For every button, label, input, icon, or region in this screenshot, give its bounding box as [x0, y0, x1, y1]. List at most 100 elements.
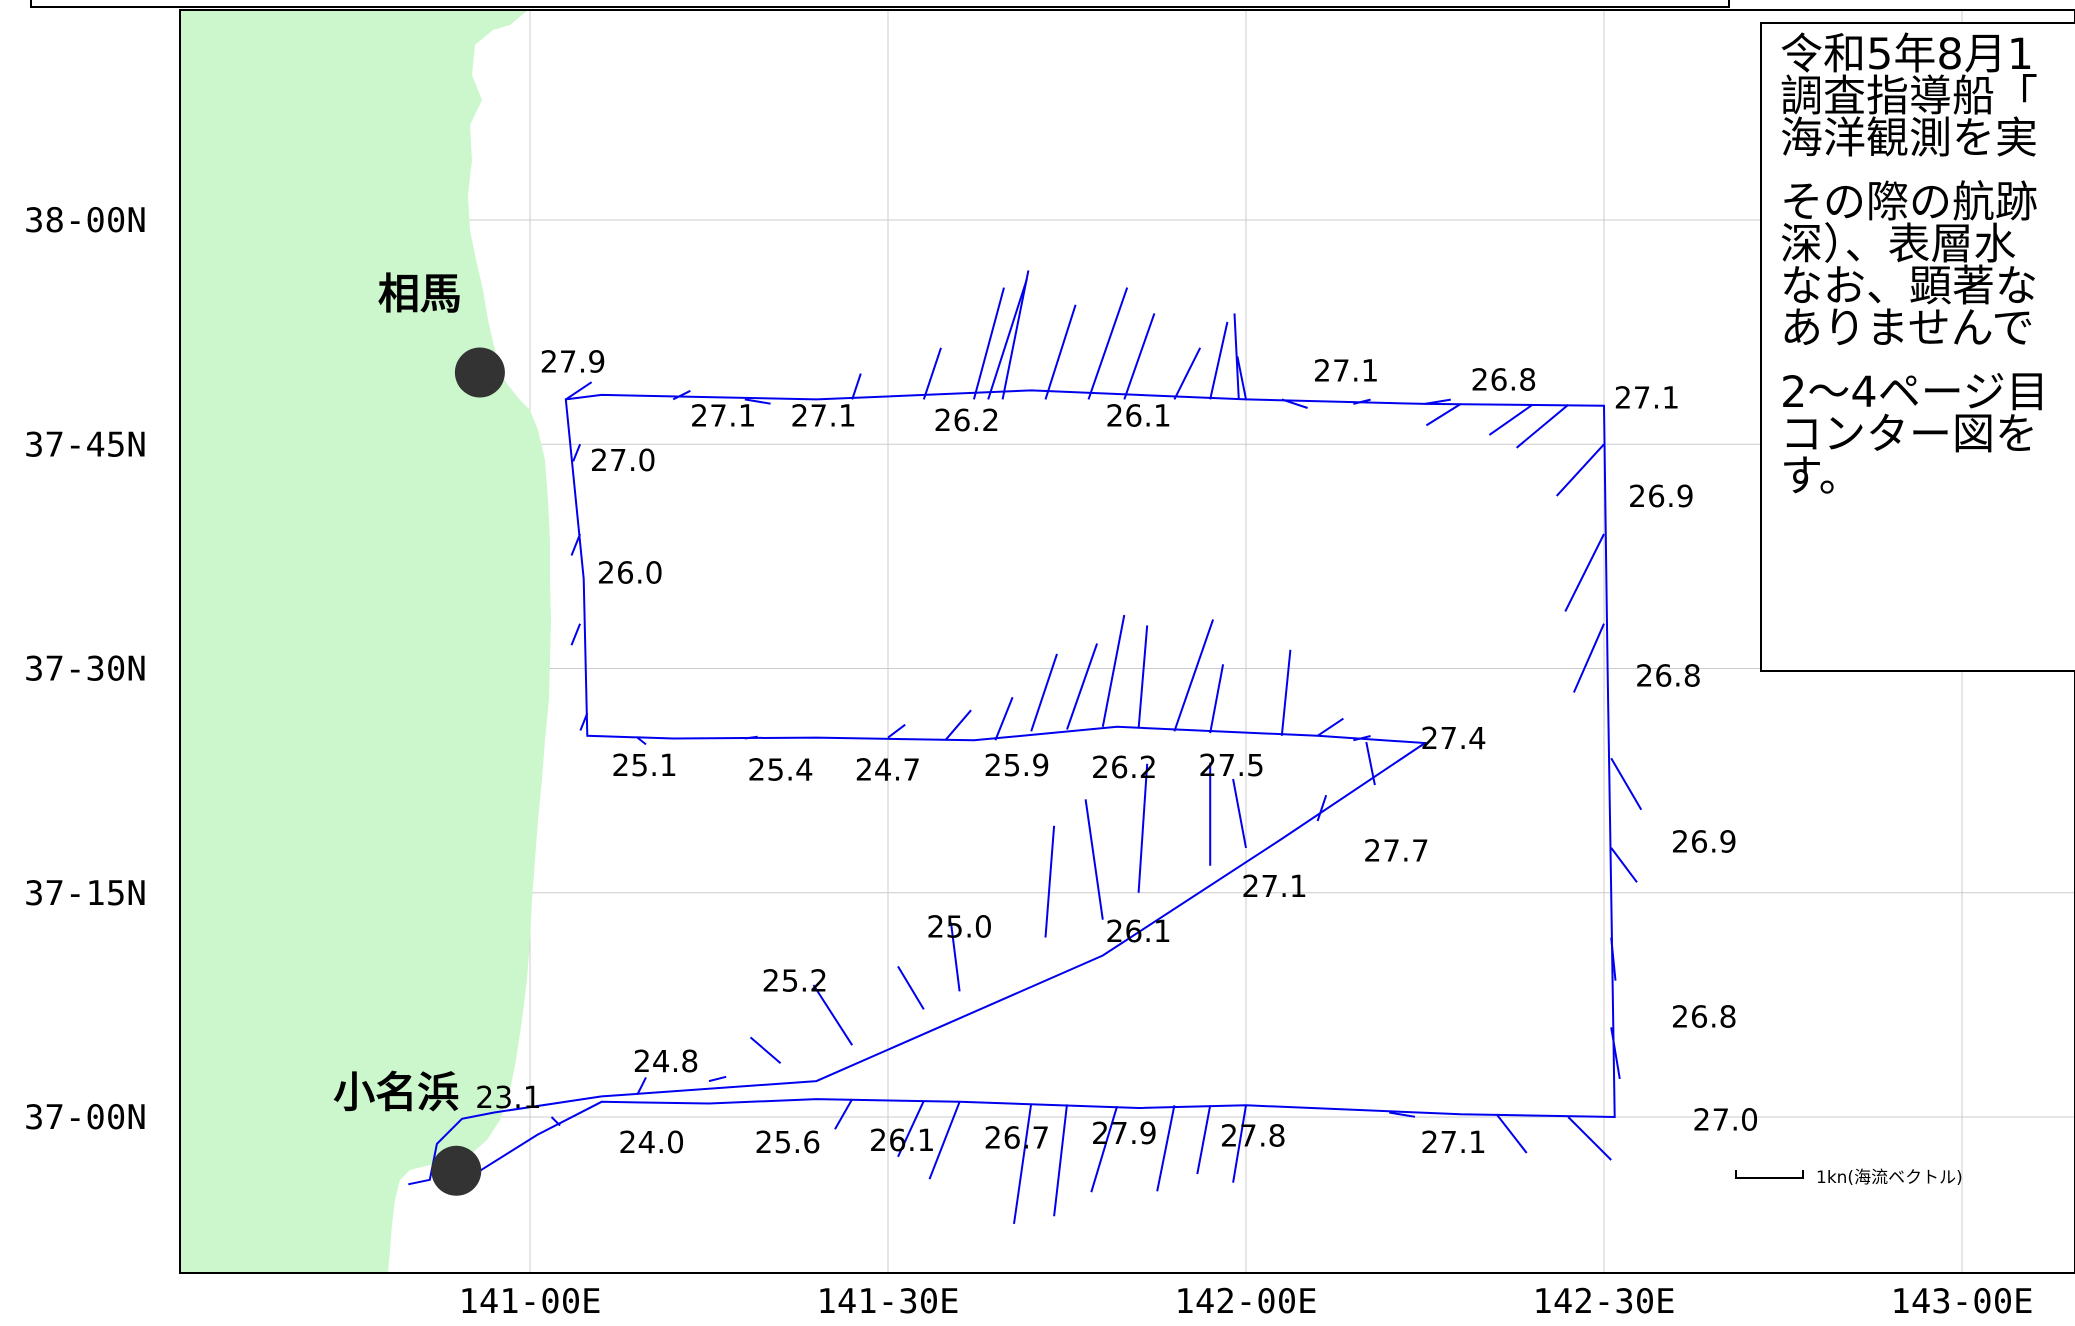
current-vector: [636, 736, 647, 746]
current-vector: [1090, 1105, 1119, 1193]
temperature-label: 26.0: [597, 556, 664, 591]
lat-tick-label: 37-45N: [24, 425, 147, 465]
temperature-label: 25.6: [754, 1126, 821, 1161]
current-vector: [1232, 778, 1247, 849]
current-vector: [1425, 403, 1462, 427]
map-frame: [179, 9, 2075, 1274]
lat-tick-label: 37-15N: [24, 874, 147, 914]
temperature-label: 24.8: [633, 1045, 700, 1080]
current-vector: [1173, 619, 1215, 732]
current-vector-layer: [550, 270, 1643, 1225]
scale-bar: 1kn(海流ベクトル): [1735, 1168, 1963, 1188]
current-vector: [1564, 533, 1605, 612]
current-vector: [1515, 404, 1569, 449]
current-vector: [1030, 653, 1058, 732]
ship-track: [408, 389, 1616, 1186]
note-line: 令和5年8月1: [1780, 30, 2035, 80]
temperature-label: 25.0: [926, 911, 993, 946]
current-vector: [922, 347, 942, 400]
current-vector: [944, 709, 972, 741]
temperature-label: 26.8: [1635, 659, 1702, 694]
temperature-label: 27.9: [540, 346, 607, 381]
lon-tick-label: 143-00E: [1890, 1282, 2033, 1322]
current-vector: [749, 1036, 782, 1064]
current-vector: [834, 1098, 854, 1130]
current-vector: [565, 381, 593, 401]
temperature-label: 25.2: [762, 964, 829, 999]
current-vector: [1156, 1105, 1176, 1192]
current-vector: [1317, 717, 1344, 737]
note-box: 令和5年8月1 調査指導船「 海洋観測を実 その際の航跡 深）、表層水 なお、顕著な ありま…: [1760, 22, 2075, 672]
note-line: 海洋観測を実: [1780, 114, 2038, 164]
temperature-label: 26.8: [1470, 363, 1537, 398]
station-marker: [431, 1145, 482, 1196]
current-vector: [1281, 398, 1308, 409]
temperature-label: 24.7: [855, 754, 922, 789]
temperature-label: 24.0: [618, 1126, 685, 1161]
current-vector: [744, 398, 771, 405]
current-vector: [1610, 757, 1643, 811]
current-vector: [851, 373, 862, 400]
current-vector: [1567, 1116, 1612, 1161]
current-vector: [570, 533, 582, 556]
note-line: 調査指導船「: [1780, 72, 2038, 122]
note-line: なお、顕著な: [1780, 262, 2038, 312]
axis-label-layer: 141-00E 141-30E 142-00E 142-30E 143-00E 38-00…: [24, 201, 2034, 1322]
current-vector: [1001, 270, 1030, 400]
temperature-label: 26.9: [1628, 480, 1695, 515]
current-vector: [1173, 347, 1202, 400]
current-vector: [1495, 1113, 1528, 1154]
temperature-label: 27.0: [590, 444, 657, 479]
current-vector: [1053, 1104, 1068, 1217]
current-vector: [887, 723, 906, 739]
current-vector: [1353, 398, 1371, 405]
temperature-label: 27.5: [1198, 749, 1265, 784]
place-name: 相馬: [378, 270, 462, 319]
current-vector: [1087, 287, 1129, 400]
temperature-label: 27.1: [1241, 870, 1308, 905]
temperature-label: 23.1: [475, 1081, 542, 1116]
place-name: 小名浜: [333, 1068, 459, 1117]
current-vector: [1610, 937, 1617, 981]
note-line: 深）、表層水: [1780, 220, 2017, 270]
lon-tick-label: 141-00E: [458, 1282, 601, 1322]
current-vector: [1013, 1103, 1033, 1225]
current-vector: [987, 278, 1028, 400]
current-vector: [897, 965, 925, 1010]
current-vector: [1196, 1105, 1212, 1175]
temperature-label: 27.8: [1220, 1120, 1287, 1155]
temperature-label: 27.4: [1420, 722, 1487, 757]
temperature-label: 26.1: [1105, 915, 1172, 950]
current-vector: [1084, 799, 1104, 920]
temperature-label: 27.1: [1313, 355, 1380, 390]
scale-label: 1kn(海流ベクトル): [1816, 1168, 1963, 1188]
current-vector: [1353, 735, 1371, 742]
current-vector: [570, 623, 582, 646]
temperature-label: 26.8: [1671, 1000, 1738, 1035]
top-frame: [30, 0, 1730, 8]
temperature-label: 27.1: [690, 399, 757, 434]
note-paragraph: 2～4ページ目 コンター図を す。: [1780, 368, 2075, 502]
temperature-label: 26.1: [869, 1124, 936, 1159]
note-line: その際の航跡: [1780, 178, 2038, 228]
note-line: ありませんで: [1780, 304, 2035, 354]
note-line: す。: [1780, 452, 1862, 502]
temperature-label: 26.7: [984, 1121, 1051, 1156]
current-vector: [550, 1116, 561, 1127]
current-vector: [1236, 356, 1247, 400]
current-vector: [1610, 847, 1638, 883]
current-vector: [1610, 1027, 1621, 1080]
current-vector: [744, 735, 758, 740]
note-line: 2～4ページ目: [1780, 368, 2049, 418]
current-vector: [994, 696, 1014, 741]
current-vector: [636, 1076, 647, 1096]
current-vector: [1137, 625, 1149, 729]
current-vector: [1365, 741, 1376, 786]
current-vector: [708, 1075, 727, 1083]
current-vector: [1316, 794, 1328, 822]
scale-bar-line: [1735, 1170, 1804, 1179]
temperature-label: 27.9: [1091, 1117, 1158, 1152]
temperature-label-layer: 27.9 27.1 27.1 26.2 26.1 27.1 26.8 27.1 27.0 26.0…: [475, 346, 1759, 1161]
temperature-label: 27.1: [1614, 381, 1681, 416]
